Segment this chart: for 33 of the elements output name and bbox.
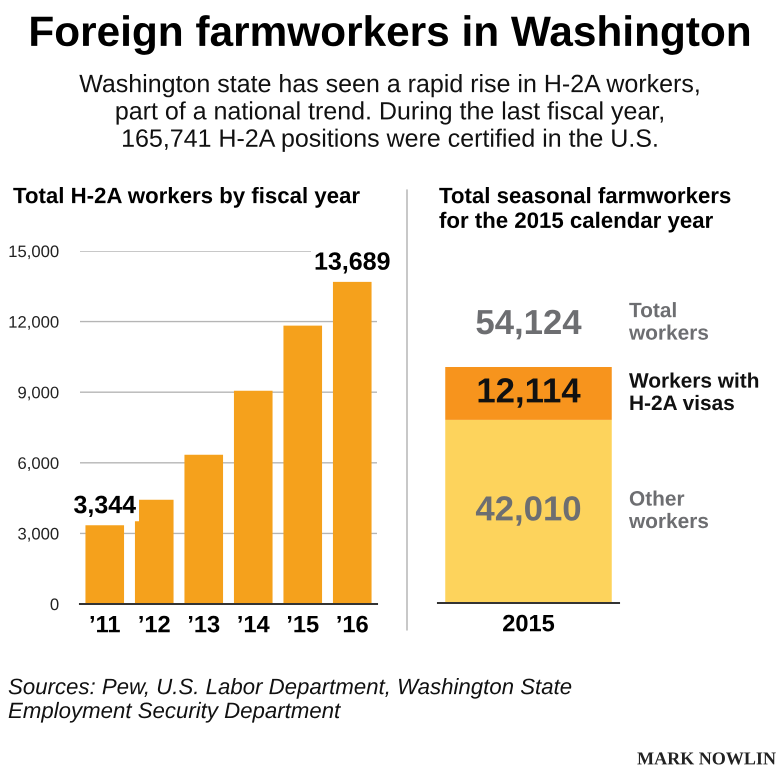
y-tick-label: 3,000	[18, 528, 59, 542]
x-tick-label: 2015	[503, 614, 554, 632]
bar	[85, 525, 124, 604]
x-tick-label: ’16	[337, 616, 368, 632]
text: MARK NOWLIN	[637, 752, 776, 765]
data-label: 42,010	[476, 496, 580, 526]
y-tick-label: 0	[50, 598, 59, 610]
y-tick-label: 15,000	[9, 245, 59, 260]
series-label: Other workers	[628, 490, 708, 528]
bar	[184, 454, 224, 604]
bar	[332, 282, 372, 604]
text: Total workers	[628, 302, 708, 340]
text: Foreign farmworkers in Washington	[31, 15, 750, 55]
x-tick-label: ’15	[288, 616, 319, 632]
x-tick-label: ’12	[139, 616, 170, 632]
y-tick-label: 9,000	[18, 386, 59, 400]
data-label: 3,344	[74, 496, 136, 517]
text: Washington state has seen a rapid rise in H-2A workers, part of a national trend. During the last fiscal year, 165,741 H-2A positions were certified in the U.S.	[79, 74, 699, 152]
source-note: Sources: Pew, U.S. Labor Department, Washington State Employment Security Department	[8, 678, 572, 723]
series-label: Workers with H-2A visas	[629, 372, 758, 410]
data-label: 13,689	[316, 252, 390, 274]
total-label: 54,124	[476, 310, 582, 340]
y-tick-label: 6,000	[18, 457, 59, 471]
x-tick-label: ’11	[90, 616, 120, 632]
bar	[134, 500, 174, 604]
x-tick-label: ’13	[188, 616, 220, 632]
bar	[283, 326, 322, 604]
y-tick-label: 12,000	[9, 316, 59, 330]
data-label: 12,114	[478, 378, 580, 408]
chart-title: Total H-2A workers by fiscal year	[13, 187, 360, 208]
chart-title: Total seasonal farmworkers for the 2015 calendar year	[439, 187, 730, 232]
x-tick-label: ’14	[238, 616, 270, 632]
bar	[234, 390, 273, 604]
